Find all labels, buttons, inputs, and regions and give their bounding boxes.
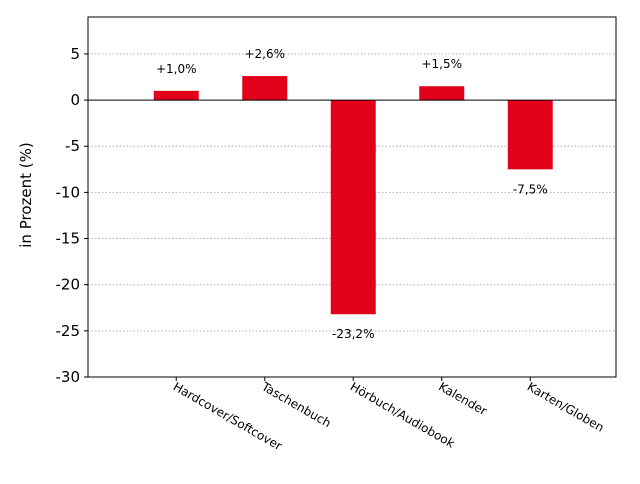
- bar: [419, 86, 465, 101]
- y-tick-label: 0: [70, 91, 80, 109]
- y-tick-label: -15: [56, 230, 81, 248]
- y-tick-label: -10: [56, 183, 81, 201]
- y-tick-label: -30: [56, 368, 81, 386]
- data-label: -23,2%: [332, 327, 374, 341]
- data-label: -7,5%: [513, 182, 548, 196]
- x-tick-label: Taschenbuch: [258, 379, 333, 430]
- x-tick-label: Karten/Globen: [525, 379, 607, 434]
- bars: [153, 76, 553, 315]
- data-labels: +1,0% +2,6% -23,2% +1,5% -7,5%: [156, 47, 548, 341]
- bar: [507, 100, 553, 170]
- plot-frame: [87, 16, 617, 378]
- data-label: +2,6%: [244, 47, 285, 61]
- data-label: +1,5%: [421, 57, 462, 71]
- y-axis-label: in Prozent (%): [17, 142, 35, 247]
- bar: [242, 76, 288, 101]
- data-label: +1,0%: [156, 62, 197, 76]
- y-axis-ticks: 5 0 -5 -10 -15 -20 -25 -30: [56, 45, 88, 386]
- y-tick-label: -25: [56, 322, 81, 340]
- x-tick-label: Kalender: [436, 379, 489, 418]
- y-tick-label: 5: [70, 45, 80, 63]
- y-tick-label: -20: [56, 276, 81, 294]
- bar: [153, 90, 199, 101]
- y-tick-label: -5: [65, 137, 80, 155]
- bar: [330, 100, 376, 315]
